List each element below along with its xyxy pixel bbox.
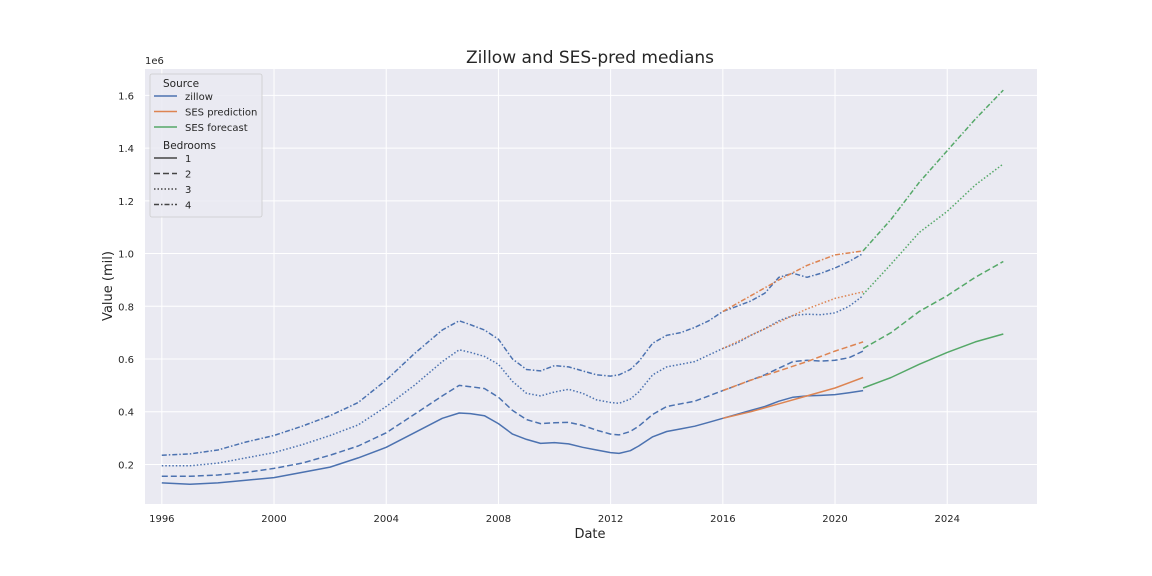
x-tick-label: 2020 [822, 514, 847, 525]
x-tick-labels: 1996 2000 2004 2008 2012 2016 2020 2024 [149, 514, 960, 525]
x-tick-label: 2012 [598, 514, 623, 525]
series-line-ses-prediction-3br [722, 291, 864, 350]
series-line-zillow-4br [161, 252, 864, 456]
plot-area [145, 69, 1037, 504]
series-line-ses-prediction-1br [722, 376, 864, 420]
x-tick-label: 2004 [374, 514, 399, 525]
y-tick-label: 1.0 [118, 250, 134, 261]
x-tick-label: 2000 [261, 514, 286, 525]
x-tick-label: 2016 [710, 514, 735, 525]
series-line-zillow-1br [161, 389, 864, 485]
x-axis-label: Date [574, 527, 605, 542]
legend-label: SES forecast [185, 123, 248, 134]
series-line-zillow-2br [161, 350, 864, 478]
series-line-ses-prediction-4br [722, 250, 864, 313]
y-tick-labels: 0.2 0.4 0.6 0.8 1.0 1.2 1.4 1.6 [118, 91, 134, 471]
legend-label: zillow [185, 92, 213, 103]
legend-title-bedrooms: Bedrooms [163, 140, 216, 152]
y-gridlines [145, 94, 1037, 465]
legend-label: 4 [185, 201, 191, 212]
legend-label: SES prediction [185, 108, 257, 119]
chart-title: Zillow and SES-pred medians [466, 48, 714, 68]
y-tick-label: 1.2 [118, 197, 134, 208]
series-line-ses-forecast-1br [862, 333, 1004, 389]
series-line-ses-prediction-2br [722, 341, 864, 392]
legend-title-source: Source [163, 78, 199, 90]
legend-label: 1 [185, 154, 191, 165]
y-tick-label: 1.6 [118, 91, 134, 102]
y-tick-label: 0.8 [118, 302, 134, 313]
x-gridlines [161, 69, 948, 504]
legend-label: 2 [185, 170, 191, 181]
series-layer [161, 89, 1004, 485]
series-line-ses-forecast-4br [862, 89, 1004, 252]
legend-box [149, 73, 263, 218]
series-line-ses-forecast-2br [862, 260, 1004, 350]
x-tick-label: 2024 [935, 514, 960, 525]
legend-label: 3 [185, 185, 191, 196]
y-offset-label: 1e6 [145, 56, 164, 67]
x-tick-label: 2008 [486, 514, 511, 525]
y-tick-label: 0.6 [118, 355, 134, 366]
y-tick-label: 0.4 [118, 408, 134, 419]
x-tick-label: 1996 [149, 514, 174, 525]
y-axis-label: Value (mil) [101, 251, 116, 321]
legend-bedrooms: 1 2 3 4 [154, 154, 191, 212]
legend-sources: zillow SES prediction SES forecast [154, 92, 257, 134]
y-tick-label: 1.4 [118, 144, 134, 155]
y-tick-label: 0.2 [118, 460, 134, 471]
